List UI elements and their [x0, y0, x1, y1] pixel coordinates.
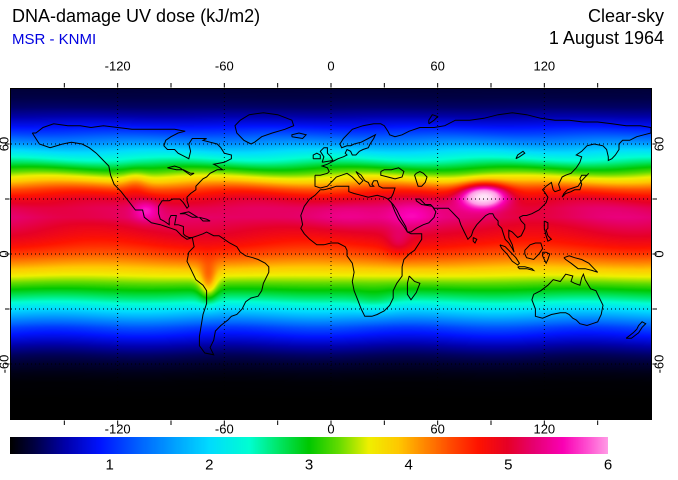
coastline [31, 123, 232, 240]
coastline [179, 211, 200, 218]
coastline [234, 112, 295, 145]
colorbar-tick-label: 1 [105, 456, 114, 474]
lon-tick-label-top: -60 [214, 58, 234, 74]
lon-tick-label-bottom: 0 [327, 421, 335, 437]
coastline [542, 251, 551, 265]
lon-tick-label-bottom: 60 [430, 421, 445, 437]
figure-title: DNA-damage UV dose (kJ/m2) [12, 6, 261, 26]
coastline [291, 132, 308, 140]
coastline [314, 112, 652, 253]
colorbar-tick-label: 6 [603, 456, 613, 474]
coastline [625, 321, 647, 339]
lon-tick-label-bottom: -120 [104, 421, 131, 437]
coastline [531, 272, 604, 327]
map-overlay-coastlines-graticule [5, 83, 657, 425]
lon-tick-label-top: -120 [104, 58, 131, 74]
lon-tick-label-top: 0 [327, 58, 335, 74]
date-label: 1 August 1964 [548, 28, 664, 48]
coastline [524, 242, 544, 261]
coastline [380, 167, 405, 180]
coastline [414, 170, 428, 187]
coastline [472, 237, 478, 244]
lat-tick-label-left: 0 [0, 250, 12, 257]
coastline [199, 216, 211, 222]
lon-tick-label-top: 120 [533, 58, 556, 74]
coastline [167, 165, 195, 176]
coastline [499, 244, 521, 266]
coastline [406, 275, 421, 301]
coastline [319, 147, 334, 163]
coastline [563, 255, 599, 273]
coastline [517, 266, 536, 272]
coastline [561, 172, 590, 198]
lon-tick-label-top: 60 [430, 58, 445, 74]
coastline [515, 150, 526, 160]
axis-ticks [5, 83, 657, 425]
colorbar-tick-label: 5 [504, 456, 513, 474]
lon-tick-label-bottom: -60 [214, 421, 234, 437]
lat-tick-label-right: -60 [651, 354, 667, 374]
lon-tick-label-bottom: 120 [533, 421, 556, 437]
data-source-label: MSR - KNMI [12, 31, 97, 48]
coastline [300, 185, 423, 317]
lat-tick-label-left: 60 [0, 136, 12, 152]
colorbar-tick-label: 2 [205, 456, 214, 474]
lat-tick-label-right: 60 [651, 136, 667, 152]
coastline [428, 114, 439, 125]
lat-tick-label-right: 0 [651, 250, 667, 258]
coastline [186, 231, 270, 356]
coastline [312, 152, 321, 160]
colorbar-tick-label: 4 [404, 456, 413, 474]
colorbar-gradient [10, 437, 608, 454]
colorbar-tick-label: 3 [304, 456, 314, 474]
lat-tick-label-left: -60 [0, 354, 12, 374]
coastline [543, 220, 553, 242]
sky-condition-label: Clear-sky [587, 6, 664, 26]
world-map-frame [5, 83, 657, 425]
